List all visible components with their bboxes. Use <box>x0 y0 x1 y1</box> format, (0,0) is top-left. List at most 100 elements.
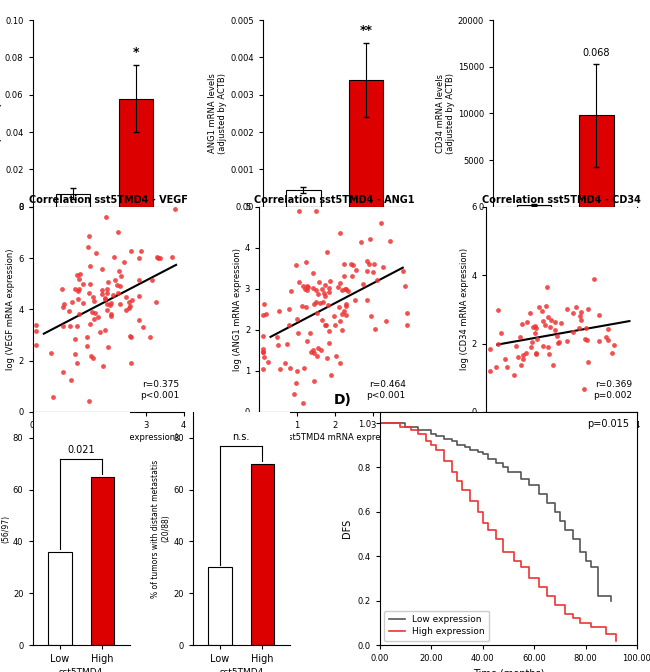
High expression <box>479 519 487 527</box>
Low expression <box>432 432 440 440</box>
Point <box>84 288 94 298</box>
Y-axis label: ANG1 mRNA levels
(adjusted by ACTB): ANG1 mRNA levels (adjusted by ACTB) <box>208 73 227 154</box>
Point <box>582 357 593 368</box>
Point <box>66 296 77 307</box>
Point <box>274 306 284 317</box>
X-axis label: sst5TMD4
mRNA expression: sst5TMD4 mRNA expression <box>64 230 144 249</box>
Point <box>106 309 116 320</box>
Bar <box>90 476 114 645</box>
Point <box>568 327 578 337</box>
Point <box>362 265 372 276</box>
Point <box>337 284 347 295</box>
High expression <box>422 437 430 445</box>
Point <box>589 274 599 284</box>
Point <box>73 286 83 296</box>
Point <box>601 331 611 342</box>
Point <box>85 319 96 329</box>
Low expression <box>440 435 448 443</box>
Point <box>363 259 374 269</box>
Point <box>135 315 145 326</box>
High expression <box>474 508 482 516</box>
Point <box>378 262 388 273</box>
Point <box>543 341 553 352</box>
X-axis label: sst5TMD4
mRNA expression: sst5TMD4 mRNA expression <box>202 669 281 672</box>
Point <box>134 253 144 263</box>
Point <box>289 389 299 400</box>
Point <box>102 305 112 316</box>
Point <box>541 300 551 311</box>
Point <box>571 302 582 312</box>
Point <box>57 284 67 294</box>
Point <box>113 265 124 276</box>
High expression <box>510 556 517 564</box>
Point <box>341 298 351 309</box>
Point <box>546 314 556 325</box>
Point <box>593 310 604 321</box>
Text: D): D) <box>333 393 352 407</box>
Point <box>291 260 301 271</box>
Low expression <box>577 548 584 556</box>
Point <box>556 317 566 328</box>
Point <box>317 296 328 307</box>
Point <box>528 321 539 332</box>
Point <box>335 316 345 327</box>
Point <box>534 301 545 312</box>
Point <box>48 392 58 403</box>
Point <box>324 287 334 298</box>
Point <box>275 364 285 374</box>
High expression <box>376 419 384 427</box>
Point <box>258 331 268 341</box>
Point <box>339 271 350 282</box>
Point <box>582 304 593 314</box>
Point <box>272 332 282 343</box>
High expression <box>543 592 551 600</box>
Bar <box>349 80 384 207</box>
Point <box>319 280 330 291</box>
Y-axis label: DFS: DFS <box>342 519 352 538</box>
Point <box>575 311 585 322</box>
Point <box>88 353 98 364</box>
Point <box>153 253 163 263</box>
Point <box>398 265 408 276</box>
Point <box>356 237 367 247</box>
Point <box>608 339 619 350</box>
Point <box>145 332 155 343</box>
Point <box>95 327 105 337</box>
Point <box>291 377 302 388</box>
Point <box>89 313 99 324</box>
Point <box>281 338 292 349</box>
Point <box>384 235 395 246</box>
High expression <box>612 636 620 644</box>
Point <box>102 298 112 309</box>
Point <box>322 247 332 257</box>
Point <box>400 281 410 292</box>
Point <box>124 302 134 313</box>
Point <box>308 282 318 293</box>
High expression <box>415 430 422 438</box>
Point <box>580 323 591 333</box>
Point <box>518 353 528 364</box>
Point <box>491 362 501 372</box>
Point <box>119 257 129 267</box>
Point <box>120 292 131 302</box>
Point <box>553 337 564 347</box>
Point <box>78 279 88 290</box>
Point <box>300 302 311 312</box>
Point <box>369 267 379 278</box>
Point <box>337 308 347 319</box>
Point <box>31 320 42 331</box>
High expression <box>440 457 448 465</box>
Point <box>147 274 157 285</box>
Point <box>134 290 144 301</box>
Point <box>112 280 122 290</box>
Y-axis label: log (VEGF mRNA expression): log (VEGF mRNA expression) <box>6 249 16 370</box>
Point <box>64 305 74 316</box>
Point <box>83 396 94 407</box>
Y-axis label: log (ANG1 mRNA expression): log (ANG1 mRNA expression) <box>233 248 242 371</box>
Point <box>258 364 268 374</box>
Point <box>72 321 82 331</box>
Point <box>603 335 613 345</box>
Point <box>101 284 112 294</box>
Point <box>401 308 411 319</box>
Point <box>293 277 304 288</box>
